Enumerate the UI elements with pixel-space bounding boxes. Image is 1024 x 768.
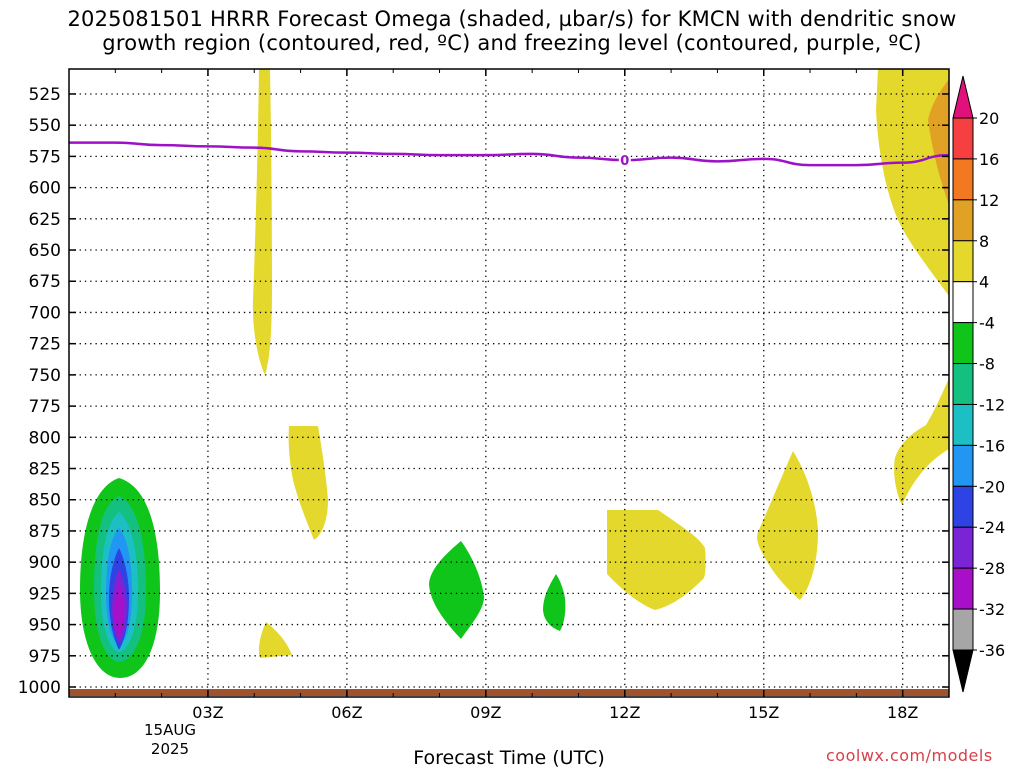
y-tick-label: 725 <box>29 335 61 355</box>
colorbar-label: -16 <box>979 436 1005 455</box>
colorbar-band <box>952 281 974 324</box>
y-tick-label: 700 <box>29 303 61 323</box>
y-tick-label: 775 <box>29 397 61 417</box>
colorbar-band <box>952 403 974 446</box>
y-tick-label: 525 <box>29 85 61 105</box>
colorbar-label: -24 <box>979 518 1005 537</box>
x-axis-title: Forecast Time (UTC) <box>413 747 604 768</box>
colorbar-label: -36 <box>979 641 1005 660</box>
y-tick-label: 950 <box>29 616 61 636</box>
colorbar-band <box>952 322 974 365</box>
colorbar-label: -4 <box>979 314 995 333</box>
y-tick-label: 650 <box>29 241 61 261</box>
chart-title-line-2: growth region (contoured, red, ºC) and f… <box>102 31 922 55</box>
x-tick-label: 03Z <box>192 703 223 722</box>
colorbar-band <box>952 199 974 242</box>
colorbar-label: 16 <box>979 150 999 169</box>
omega-area-pos8 <box>928 79 949 205</box>
y-tick-label: 1000 <box>18 678 61 698</box>
omega-colorbar: 20 16 12 8 4 -4 -8 -12 -16 -20 -24 -28 -32 -36 <box>952 75 1005 693</box>
y-tick-label: 550 <box>29 116 61 136</box>
y-tick-label: 575 <box>29 147 61 167</box>
y-tick-label: 875 <box>29 522 61 542</box>
y-tick-label: 925 <box>29 584 61 604</box>
credit-text: coolwx.com/models <box>826 746 993 765</box>
x-tick-label: 12Z <box>609 703 640 722</box>
freezing-level-label-background <box>618 153 631 168</box>
y-tick-label: 975 <box>29 647 61 667</box>
colorbar-band <box>952 485 974 528</box>
colorbar-band <box>952 240 974 283</box>
terrain-surface <box>69 689 949 696</box>
x-tick-label: 18Z <box>887 703 918 722</box>
chart-title-line-1: 2025081501 HRRR Forecast Omega (shaded, … <box>67 7 957 31</box>
grid-lines <box>69 69 949 697</box>
x-date-label-day: 15AUG <box>144 721 196 739</box>
omega-area-neg28 <box>114 582 124 638</box>
colorbar-band <box>952 117 974 160</box>
colorbar-top-arrow <box>952 75 974 119</box>
y-axis-tick-labels: 525 550 575 600 625 650 675 700 725 750 775 800 825 8… <box>18 85 61 698</box>
colorbar-label: 20 <box>979 109 999 128</box>
colorbar-band <box>952 444 974 487</box>
plot-area <box>69 69 949 697</box>
omega-area-pos4 <box>258 622 292 658</box>
y-tick-label: 800 <box>29 428 61 448</box>
freezing-level-line <box>69 141 950 167</box>
y-tick-label: 675 <box>29 272 61 292</box>
y-tick-label: 825 <box>29 460 61 480</box>
omega-area-pos4 <box>607 510 706 610</box>
colorbar-band <box>952 526 974 569</box>
colorbar-label: -12 <box>979 395 1005 414</box>
colorbar-label: -8 <box>979 355 995 374</box>
colorbar-label: -32 <box>979 600 1005 619</box>
omega-area-pos4 <box>288 426 328 540</box>
y-tick-label: 900 <box>29 553 61 573</box>
plot-border <box>68 68 950 698</box>
omega-area-pos4 <box>894 378 949 505</box>
colorbar-label: 12 <box>979 191 999 210</box>
omega-area-pos4 <box>757 451 818 600</box>
x-tick-label: 15Z <box>748 703 779 722</box>
colorbar-label: 8 <box>979 232 989 251</box>
colorbar-label: -20 <box>979 477 1005 496</box>
x-axis-tick-labels: 03Z 06Z 09Z 12Z 15Z 18Z <box>192 703 918 722</box>
colorbar-band <box>952 608 974 651</box>
colorbar-bottom-arrow <box>952 649 974 693</box>
y-tick-label: 750 <box>29 366 61 386</box>
omega-area-pos4 <box>252 69 272 375</box>
y-tick-label: 600 <box>29 179 61 199</box>
omega-area-neg4 <box>429 541 484 639</box>
colorbar-label: 4 <box>979 273 989 292</box>
colorbar-label: -28 <box>979 559 1005 578</box>
y-tick-label: 850 <box>29 491 61 511</box>
y-tick-label: 625 <box>29 210 61 230</box>
freezing-level-label: 0 <box>620 154 629 169</box>
colorbar-band <box>952 158 974 201</box>
x-tick-label: 09Z <box>470 703 501 722</box>
x-date-label-year: 2025 <box>151 740 189 758</box>
omega-area-neg4 <box>543 574 566 631</box>
omega-shading <box>80 69 949 678</box>
x-tick-label: 06Z <box>331 703 362 722</box>
colorbar-band <box>952 567 974 610</box>
colorbar-band <box>952 363 974 405</box>
